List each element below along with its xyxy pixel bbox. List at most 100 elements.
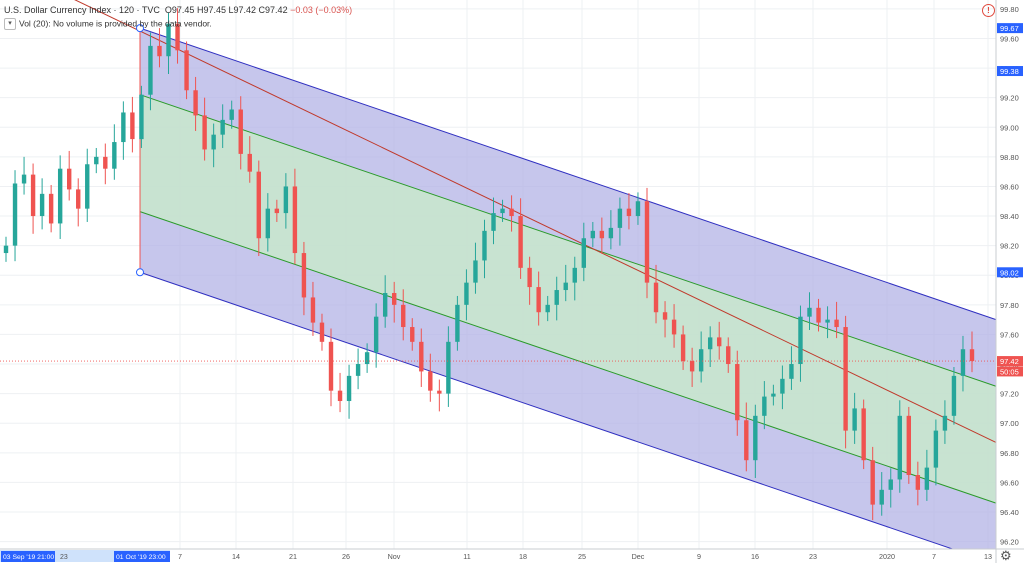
candle-body <box>292 186 298 254</box>
candle-body <box>735 364 740 421</box>
volume-legend: ▾ Vol (20): No volume is provided by the … <box>4 18 212 30</box>
candle-body <box>130 112 135 140</box>
price-tick-label: 96.80 <box>1000 449 1019 458</box>
candle-body <box>184 50 189 91</box>
candle-body <box>48 193 54 224</box>
candle-body <box>554 290 559 305</box>
series-legend: U.S. Dollar Currency Index · 120 · TVC O… <box>4 5 352 15</box>
candle-body <box>906 415 912 476</box>
candle-body <box>319 322 325 342</box>
candle-body <box>247 153 252 172</box>
candle-body <box>166 23 171 57</box>
price-tick-label: 99.00 <box>1000 123 1019 132</box>
time-tick-label: Nov <box>388 552 401 561</box>
candle-body <box>653 282 659 313</box>
candle-body <box>689 361 695 372</box>
candle-body <box>807 307 812 317</box>
candle-body <box>834 319 839 328</box>
candle-body <box>969 349 975 362</box>
time-tick-label: 11 <box>463 552 470 561</box>
candle-body <box>852 408 857 431</box>
price-tag-label: 99.67 <box>1000 24 1019 33</box>
candle-body <box>94 156 99 165</box>
candle-body <box>717 337 722 347</box>
candle-body <box>382 292 388 317</box>
candle-body <box>698 349 704 372</box>
price-tick-label: 96.20 <box>1000 538 1019 547</box>
candle-body <box>942 415 948 431</box>
candle-body <box>401 304 406 328</box>
candle-body <box>572 267 577 283</box>
candle-body <box>599 230 605 239</box>
candle-body <box>76 189 81 209</box>
gear-icon[interactable]: ⚙ <box>1000 548 1012 563</box>
candle-body <box>410 327 415 342</box>
candle-body <box>590 230 596 239</box>
ohlc-change: −0.03 (−0.03%) <box>290 5 353 15</box>
price-tick-label: 98.60 <box>1000 182 1019 191</box>
candle-body <box>428 371 433 391</box>
price-tick-label: 99.80 <box>1000 5 1019 14</box>
time-tag-end-bg <box>114 551 170 562</box>
time-tag-start: 03 Sep '19 21:00 <box>3 554 54 561</box>
candle-body <box>789 364 794 379</box>
candle-body <box>879 489 884 505</box>
time-tick-label: 13 <box>984 552 992 561</box>
candle-body <box>437 390 442 394</box>
candle-body <box>121 112 126 143</box>
candle-body <box>419 341 424 372</box>
time-tick-label: 7 <box>932 552 936 561</box>
time-tick-label: 23 <box>60 554 68 561</box>
candle-body <box>301 253 307 298</box>
candle-body <box>915 475 921 490</box>
candle-body <box>536 287 541 313</box>
candle-body <box>283 186 289 214</box>
candle-body <box>455 304 460 342</box>
price-tag-label: 99.38 <box>1000 67 1019 76</box>
candle-body <box>888 479 893 490</box>
time-tick-label: 18 <box>519 552 527 561</box>
candle-body <box>274 208 280 214</box>
candle-body <box>671 319 677 335</box>
chevron-down-icon[interactable]: ▾ <box>4 18 16 30</box>
candle-body <box>21 174 27 184</box>
price-tick-label: 98.40 <box>1000 212 1019 221</box>
candle-body <box>843 327 848 431</box>
info-icon[interactable]: ! <box>982 4 995 17</box>
candle-body <box>635 201 641 217</box>
candle-body <box>897 415 902 480</box>
candle-body <box>310 297 316 323</box>
candle-body <box>202 115 207 150</box>
price-tick-label: 98.80 <box>1000 153 1019 162</box>
candle-body <box>139 94 144 140</box>
time-tick-label: 7 <box>178 552 182 561</box>
time-tick-label: 23 <box>809 552 817 561</box>
candle-body <box>626 208 632 217</box>
channel-median-line <box>74 0 997 443</box>
candle-body <box>328 341 334 391</box>
ohlc-low: L97.42 <box>228 5 257 15</box>
candle-body <box>662 312 668 320</box>
candle-body <box>482 230 487 261</box>
price-tick-label: 97.00 <box>1000 419 1019 428</box>
candle-body <box>265 208 271 239</box>
candle-body <box>762 396 767 416</box>
candle-body <box>500 208 505 214</box>
candle-body <box>30 174 36 217</box>
time-tick-label: 2020 <box>879 552 895 561</box>
candle-body <box>816 307 821 323</box>
price-tick-label: 97.80 <box>1000 301 1019 310</box>
time-tick-label: Dec <box>632 552 645 561</box>
price-tag-label: 97.42 <box>1000 357 1019 366</box>
candle-body <box>85 164 90 209</box>
candle-body <box>680 334 686 362</box>
candle-body <box>256 171 261 239</box>
candle-body <box>933 430 939 468</box>
time-tick-label: 9 <box>697 552 701 561</box>
candle-body <box>527 267 532 288</box>
price-tag <box>997 23 1023 34</box>
symbol-title[interactable]: U.S. Dollar Currency Index · 120 · TVC <box>4 5 160 15</box>
candle-body <box>707 337 713 350</box>
